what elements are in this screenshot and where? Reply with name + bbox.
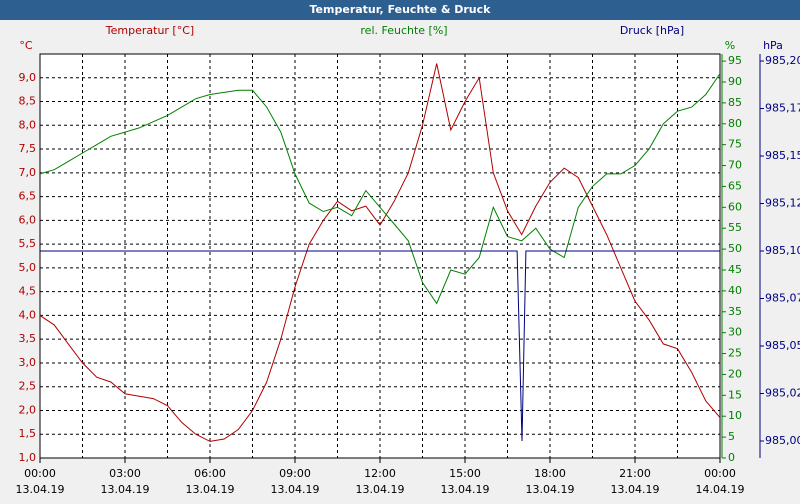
y-tick-label: 6,0 <box>19 213 37 226</box>
series-line <box>40 250 720 442</box>
y2-tick-label: 80 <box>728 117 742 130</box>
title-bar <box>0 0 800 20</box>
chart-title: Temperatur, Feuchte & Druck <box>310 3 492 16</box>
y3-tick-label: 985,17 <box>765 102 800 115</box>
x-tick-label: 12:00 <box>364 467 396 480</box>
y2-tick-label: 15 <box>728 388 742 401</box>
y3-tick-label: 985,00 <box>765 434 800 447</box>
x-tick-label: 06:00 <box>194 467 226 480</box>
y-tick-label: 6,5 <box>19 190 37 203</box>
x-tick-date: 13.04.19 <box>186 483 235 496</box>
y2-tick-label: 75 <box>728 138 742 151</box>
y2-tick-label: 85 <box>728 96 742 109</box>
y3-tick-label: 985,20 <box>765 54 800 67</box>
x-tick-label: 03:00 <box>109 467 141 480</box>
plot-border <box>39 53 721 459</box>
y-tick-label: 3,0 <box>19 356 37 369</box>
y-unit: °C <box>19 39 33 52</box>
y3-unit: hPa <box>763 39 783 52</box>
series-line <box>39 73 721 305</box>
x-tick-date: 14.04.19 <box>696 483 745 496</box>
x-tick-date: 13.04.19 <box>441 483 490 496</box>
y2-tick-label: 20 <box>728 367 742 380</box>
y3-tick-label: 985,10 <box>765 244 800 257</box>
y2-tick-label: 0 <box>728 451 735 464</box>
y2-tick-label: 50 <box>728 242 742 255</box>
x-tick-label: 18:00 <box>534 467 566 480</box>
x-tick-label: 00:00 <box>24 467 56 480</box>
temp-header: Temperatur [°C] <box>105 24 194 37</box>
y2-tick-label: 90 <box>728 75 742 88</box>
x-tick-date: 13.04.19 <box>526 483 575 496</box>
y3-tick-label: 985,02 <box>765 387 800 400</box>
x-tick-date: 13.04.19 <box>101 483 150 496</box>
y2-tick-label: 10 <box>728 409 742 422</box>
x-tick-date: 13.04.19 <box>16 483 65 496</box>
y3-tick-label: 985,07 <box>765 292 800 305</box>
y-tick-label: 2,0 <box>19 403 37 416</box>
y2-tick-label: 40 <box>728 284 742 297</box>
y2-unit: % <box>725 39 735 52</box>
y-tick-label: 3,5 <box>19 332 37 345</box>
humidity-header: rel. Feuchte [%] <box>360 24 447 37</box>
y-tick-label: 2,5 <box>19 380 37 393</box>
y3-tick-label: 985,12 <box>765 197 800 210</box>
y-tick-label: 7,5 <box>19 142 37 155</box>
y2-tick-label: 95 <box>728 54 742 67</box>
y3-tick-label: 985,05 <box>765 339 800 352</box>
y2-tick-label: 35 <box>728 305 742 318</box>
y-tick-label: 1,0 <box>19 451 37 464</box>
y3-tick-label: 985,15 <box>765 149 800 162</box>
y2-tick-label: 70 <box>728 159 742 172</box>
y-tick-label: 8,5 <box>19 95 37 108</box>
y2-tick-label: 25 <box>728 347 742 360</box>
y-tick-label: 1,5 <box>19 427 37 440</box>
series-line <box>39 63 721 442</box>
y-tick-label: 4,5 <box>19 285 37 298</box>
x-tick-label: 00:00 <box>704 467 736 480</box>
y2-tick-label: 55 <box>728 221 742 234</box>
x-tick-date: 13.04.19 <box>611 483 660 496</box>
y-tick-label: 9,0 <box>19 71 37 84</box>
y2-tick-label: 65 <box>728 179 742 192</box>
y2-tick-label: 60 <box>728 200 742 213</box>
y-tick-label: 5,5 <box>19 237 37 250</box>
x-tick-label: 15:00 <box>449 467 481 480</box>
pressure-header: Druck [hPa] <box>620 24 684 37</box>
y-tick-label: 5,0 <box>19 261 37 274</box>
x-tick-date: 13.04.19 <box>271 483 320 496</box>
y-tick-label: 4,0 <box>19 308 37 321</box>
x-tick-date: 13.04.19 <box>356 483 405 496</box>
y-tick-label: 7,0 <box>19 166 37 179</box>
x-tick-label: 21:00 <box>619 467 651 480</box>
y2-tick-label: 30 <box>728 326 742 339</box>
y-tick-label: 8,0 <box>19 118 37 131</box>
y2-tick-label: 45 <box>728 263 742 276</box>
x-tick-label: 09:00 <box>279 467 311 480</box>
y2-tick-label: 5 <box>728 430 735 443</box>
